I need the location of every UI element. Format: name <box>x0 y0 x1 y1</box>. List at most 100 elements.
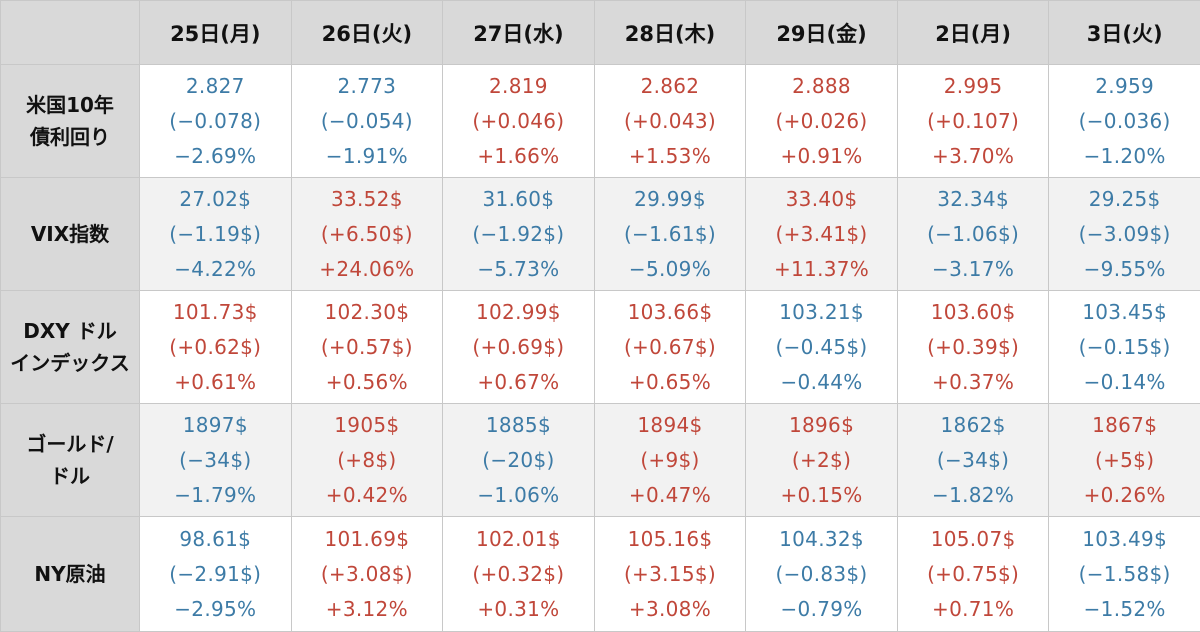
data-cell: 102.01$(+0.32$)+0.31% <box>443 517 595 632</box>
cell-change: (+3.15$) <box>595 557 746 592</box>
date-header: 29日(金) <box>746 1 898 65</box>
cell-value: 2.862 <box>595 69 746 104</box>
cell-pct: −0.14% <box>1049 365 1200 400</box>
data-cell: 1862$(−34$)−1.82% <box>897 404 1049 517</box>
cell-pct: +0.26% <box>1049 478 1200 513</box>
cell-value: 105.07$ <box>898 522 1049 557</box>
cell-pct: +0.47% <box>595 478 746 513</box>
cell-pct: +0.31% <box>443 592 594 627</box>
cell-change: (+2$) <box>746 443 897 478</box>
cell-pct: −5.73% <box>443 252 594 287</box>
cell-pct: +0.71% <box>898 592 1049 627</box>
data-cell: 102.99$(+0.69$)+0.67% <box>443 291 595 404</box>
data-cell: 103.45$(−0.15$)−0.14% <box>1049 291 1200 404</box>
cell-change: (−34$) <box>898 443 1049 478</box>
data-cell: 1897$(−34$)−1.79% <box>140 404 292 517</box>
cell-value: 33.52$ <box>292 182 443 217</box>
cell-pct: +1.53% <box>595 139 746 174</box>
cell-pct: +3.08% <box>595 592 746 627</box>
cell-value: 105.16$ <box>595 522 746 557</box>
cell-value: 2.959 <box>1049 69 1200 104</box>
data-cell: 102.30$(+0.57$)+0.56% <box>291 291 443 404</box>
cell-change: (−0.45$) <box>746 330 897 365</box>
cell-change: (−34$) <box>140 443 291 478</box>
cell-value: 31.60$ <box>443 182 594 217</box>
cell-value: 103.66$ <box>595 295 746 330</box>
data-cell: 103.66$(+0.67$)+0.65% <box>594 291 746 404</box>
cell-pct: −0.44% <box>746 365 897 400</box>
cell-value: 103.45$ <box>1049 295 1200 330</box>
row-label: ゴールド/ ドル <box>1 404 140 517</box>
cell-pct: −3.17% <box>898 252 1049 287</box>
row-label: DXY ドル インデックス <box>1 291 140 404</box>
cell-change: (+3.41$) <box>746 217 897 252</box>
data-cell: 1885$(−20$)−1.06% <box>443 404 595 517</box>
data-cell: 103.60$(+0.39$)+0.37% <box>897 291 1049 404</box>
cell-change: (+8$) <box>292 443 443 478</box>
cell-value: 2.773 <box>292 69 443 104</box>
data-cell: 1894$(+9$)+0.47% <box>594 404 746 517</box>
cell-pct: −9.55% <box>1049 252 1200 287</box>
cell-value: 102.99$ <box>443 295 594 330</box>
cell-pct: +0.65% <box>595 365 746 400</box>
cell-value: 103.49$ <box>1049 522 1200 557</box>
cell-value: 2.827 <box>140 69 291 104</box>
data-cell: 2.862(+0.043)+1.53% <box>594 65 746 178</box>
cell-change: (+3.08$) <box>292 557 443 592</box>
cell-value: 27.02$ <box>140 182 291 217</box>
row-label: NY原油 <box>1 517 140 632</box>
cell-change: (+0.026) <box>746 104 897 139</box>
cell-value: 32.34$ <box>898 182 1049 217</box>
cell-pct: +11.37% <box>746 252 897 287</box>
cell-change: (+0.043) <box>595 104 746 139</box>
cell-change: (+0.67$) <box>595 330 746 365</box>
cell-change: (+0.107) <box>898 104 1049 139</box>
cell-value: 29.25$ <box>1049 182 1200 217</box>
date-header: 3日(火) <box>1049 1 1200 65</box>
cell-change: (−3.09$) <box>1049 217 1200 252</box>
data-cell: 2.773(−0.054)−1.91% <box>291 65 443 178</box>
cell-value: 1885$ <box>443 408 594 443</box>
date-header: 25日(月) <box>140 1 292 65</box>
cell-value: 101.69$ <box>292 522 443 557</box>
data-cell: 2.959(−0.036)−1.20% <box>1049 65 1200 178</box>
cell-pct: +0.56% <box>292 365 443 400</box>
cell-pct: −4.22% <box>140 252 291 287</box>
data-cell: 33.52$(+6.50$)+24.06% <box>291 178 443 291</box>
cell-change: (−1.19$) <box>140 217 291 252</box>
date-header: 27日(水) <box>443 1 595 65</box>
cell-pct: +0.67% <box>443 365 594 400</box>
cell-change: (+0.57$) <box>292 330 443 365</box>
date-header: 2日(月) <box>897 1 1049 65</box>
data-cell: 2.888(+0.026)+0.91% <box>746 65 898 178</box>
cell-change: (−2.91$) <box>140 557 291 592</box>
cell-value: 98.61$ <box>140 522 291 557</box>
header-row: 25日(月) 26日(火) 27日(水) 28日(木) 29日(金) 2日(月)… <box>1 1 1200 65</box>
cell-change: (−1.58$) <box>1049 557 1200 592</box>
data-cell: 103.21$(−0.45$)−0.44% <box>746 291 898 404</box>
cell-change: (−0.078) <box>140 104 291 139</box>
date-header: 26日(火) <box>291 1 443 65</box>
cell-pct: −1.52% <box>1049 592 1200 627</box>
cell-value: 2.995 <box>898 69 1049 104</box>
row-label: 米国10年 債利回り <box>1 65 140 178</box>
cell-value: 1894$ <box>595 408 746 443</box>
cell-change: (+9$) <box>595 443 746 478</box>
cell-value: 1862$ <box>898 408 1049 443</box>
data-cell: 2.827(−0.078)−2.69% <box>140 65 292 178</box>
data-cell: 27.02$(−1.19$)−4.22% <box>140 178 292 291</box>
cell-pct: +3.12% <box>292 592 443 627</box>
cell-change: (−20$) <box>443 443 594 478</box>
cell-pct: −1.79% <box>140 478 291 513</box>
cell-pct: −5.09% <box>595 252 746 287</box>
data-cell: 1896$(+2$)+0.15% <box>746 404 898 517</box>
cell-value: 102.01$ <box>443 522 594 557</box>
cell-change: (+0.69$) <box>443 330 594 365</box>
cell-pct: −1.20% <box>1049 139 1200 174</box>
data-cell: 1905$(+8$)+0.42% <box>291 404 443 517</box>
cell-pct: −1.06% <box>443 478 594 513</box>
